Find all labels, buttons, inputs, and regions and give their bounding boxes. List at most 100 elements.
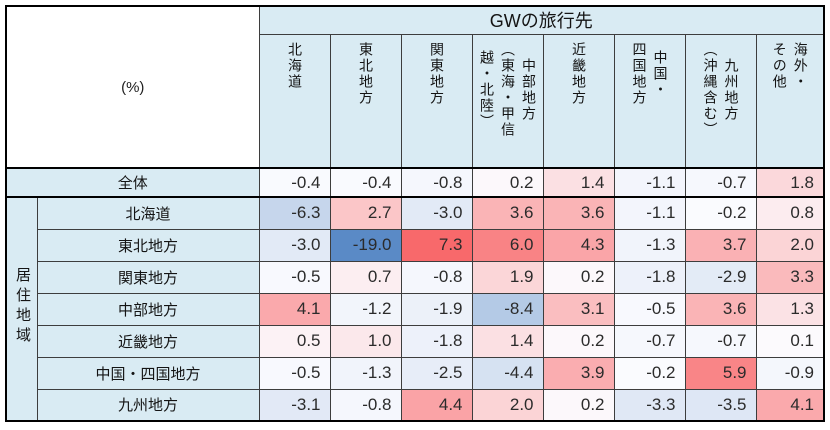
data-cell: 0.2	[542, 260, 615, 294]
overall-row: 全体 -0.4 -0.4 -0.8 0.2 1.4 -1.1 -0.7 1.8	[5, 167, 825, 198]
row-label-cell: 九州地方	[36, 388, 260, 422]
data-cell: 0.5	[258, 324, 331, 358]
table-row: 関東地方 -0.5 0.7 -0.8 1.9 0.2 -1.8 -2.9 3.3	[6, 260, 825, 294]
data-cell: -0.2	[613, 356, 686, 390]
unit-label: (%)	[121, 78, 145, 96]
title-row: (%) GWの旅行先	[5, 5, 825, 169]
column-header-overseas-other: 海外・ その他	[755, 33, 825, 169]
data-cell: 3.6	[542, 196, 615, 230]
data-cell: 0.2	[542, 388, 615, 422]
data-cell: 6.0	[471, 228, 544, 262]
data-cell: -8.4	[471, 292, 544, 326]
gw-destination-heatmap-table: (%) GWの旅行先 北海道 東北地方 関東地方 中部地方 （東海・甲信 越・北…	[5, 5, 825, 422]
column-header-overseas-other-label: 海外・ その他	[771, 41, 809, 90]
data-cell: -0.7	[684, 167, 757, 198]
data-cell: 4.3	[542, 228, 615, 262]
table-row: 中部地方 4.1 -1.2 -1.9 -8.4 3.1 -0.5 3.6 1.3	[6, 292, 825, 326]
data-cell: -1.8	[400, 324, 473, 358]
data-cell: -1.3	[329, 356, 402, 390]
data-cell: 1.4	[542, 167, 615, 198]
column-header-kinki: 近畿地方	[542, 33, 615, 169]
data-cell: 3.9	[542, 356, 615, 390]
data-cell: -0.5	[258, 356, 331, 390]
data-cell: -3.3	[613, 388, 686, 422]
data-cell: 2.0	[471, 388, 544, 422]
column-header-kanto: 関東地方	[400, 33, 473, 169]
data-cell: 1.8	[755, 167, 825, 198]
data-cell: -0.8	[329, 388, 402, 422]
data-cell: -0.4	[329, 167, 402, 198]
column-header-tohoku-label: 東北地方	[358, 41, 375, 106]
row-group-cell: 居住地域	[5, 196, 38, 422]
row-label-cell: 中国・四国地方	[36, 356, 260, 390]
data-cell: -19.0	[329, 228, 402, 262]
column-header-kinki-label: 近畿地方	[571, 41, 588, 106]
row-group-label: 居住地域	[14, 266, 31, 347]
data-cell: 1.9	[471, 260, 544, 294]
data-cell: -1.8	[613, 260, 686, 294]
data-cell: -3.0	[258, 228, 331, 262]
data-cell: -1.9	[400, 292, 473, 326]
data-cell: -3.5	[684, 388, 757, 422]
data-cell: 0.8	[755, 196, 825, 230]
row-label-cell: 中部地方	[36, 292, 260, 326]
data-cell: -0.9	[755, 356, 825, 390]
data-cell: 3.6	[471, 196, 544, 230]
column-header-kanto-label: 関東地方	[429, 41, 446, 106]
data-cell: 3.3	[755, 260, 825, 294]
row-label-cell: 関東地方	[36, 260, 260, 294]
data-cell: 0.2	[542, 324, 615, 358]
data-cell: -1.1	[613, 196, 686, 230]
data-cell: 4.1	[258, 292, 331, 326]
data-cell: -1.3	[613, 228, 686, 262]
table-row: 中国・四国地方 -0.5 -1.3 -2.5 -4.4 3.9 -0.2 5.9 -0.9	[6, 356, 825, 390]
column-header-kyushu-label: 九州地方 （沖縄含む）	[702, 41, 740, 138]
data-cell: -1.1	[613, 167, 686, 198]
data-cell: -0.4	[258, 167, 331, 198]
column-header-hokkaido: 北海道	[258, 33, 331, 169]
data-cell: -0.7	[684, 324, 757, 358]
data-cell: -3.0	[400, 196, 473, 230]
data-cell: -0.5	[613, 292, 686, 326]
column-header-hokkaido-label: 北海道	[287, 41, 304, 90]
data-cell: 1.3	[755, 292, 825, 326]
data-cell: -0.5	[258, 260, 331, 294]
data-cell: -0.8	[400, 167, 473, 198]
data-cell: 1.4	[471, 324, 544, 358]
data-cell: -0.2	[684, 196, 757, 230]
column-header-kyushu: 九州地方 （沖縄含む）	[684, 33, 757, 169]
column-header-chubu: 中部地方 （東海・甲信 越・北陸）	[471, 33, 544, 169]
data-cell: -2.5	[400, 356, 473, 390]
row-label-cell: 近畿地方	[36, 324, 260, 358]
data-cell: 4.1	[755, 388, 825, 422]
data-cell: -4.4	[471, 356, 544, 390]
data-cell: 2.0	[755, 228, 825, 262]
data-cell: -0.7	[613, 324, 686, 358]
data-cell: 5.9	[684, 356, 757, 390]
destination-header-row: 北海道 東北地方 関東地方 中部地方 （東海・甲信 越・北陸） 近畿地方 中国・…	[6, 33, 825, 169]
data-cell: 7.3	[400, 228, 473, 262]
column-header-chubu-label: 中部地方 （東海・甲信 越・北陸）	[479, 41, 538, 138]
data-cell: 0.1	[755, 324, 825, 358]
data-cell: 2.7	[329, 196, 402, 230]
column-header-chugoku-shikoku-label: 中国・ 四国地方	[631, 41, 669, 106]
data-cell: -3.1	[258, 388, 331, 422]
table-row: 九州地方 -3.1 -0.8 4.4 2.0 0.2 -3.3 -3.5 4.1	[6, 388, 825, 422]
data-cell: -6.3	[258, 196, 331, 230]
table-row: 東北地方 -3.0 -19.0 7.3 6.0 4.3 -1.3 3.7 2.0	[6, 228, 825, 262]
data-cell: -2.9	[684, 260, 757, 294]
row-label-overall: 全体	[5, 167, 260, 198]
data-cell: 4.4	[400, 388, 473, 422]
unit-label-cell: (%)	[5, 5, 260, 169]
data-cell: 0.2	[471, 167, 544, 198]
data-cell: 0.7	[329, 260, 402, 294]
row-label-cell: 北海道	[36, 196, 260, 230]
data-cell: 1.0	[329, 324, 402, 358]
table-row: 近畿地方 0.5 1.0 -1.8 1.4 0.2 -0.7 -0.7 0.1	[6, 324, 825, 358]
data-cell: -0.8	[400, 260, 473, 294]
table-title: GWの旅行先	[258, 5, 825, 35]
data-cell: -1.2	[329, 292, 402, 326]
data-cell: 3.6	[684, 292, 757, 326]
data-cell: 3.7	[684, 228, 757, 262]
